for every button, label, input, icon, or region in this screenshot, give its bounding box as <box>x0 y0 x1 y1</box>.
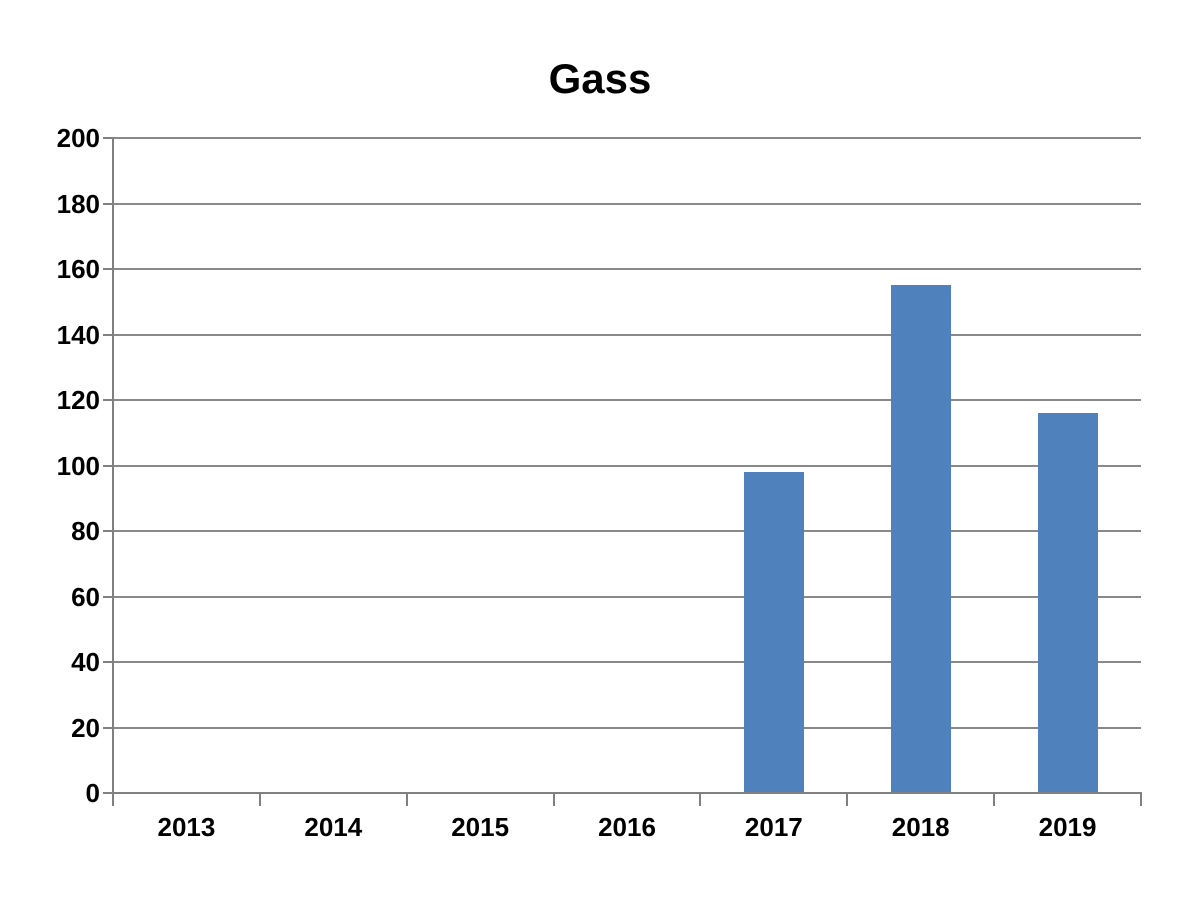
gridline <box>113 726 1141 729</box>
y-axis-tick <box>103 792 113 794</box>
x-axis-tick-label: 2016 <box>598 812 656 842</box>
x-axis-tick <box>258 794 261 806</box>
x-axis-tick <box>993 794 996 806</box>
y-axis-tick <box>103 202 113 205</box>
x-axis-tick-label: 2018 <box>891 812 950 842</box>
x-axis-tick <box>699 794 702 806</box>
plot-area <box>103 137 1142 806</box>
y-axis-tick-label: 40 <box>71 647 100 677</box>
x-axis-tick <box>112 794 114 806</box>
gridline <box>113 464 1141 467</box>
gridline <box>113 530 1141 532</box>
y-axis-tick-label: 20 <box>71 712 100 743</box>
y-axis-tick <box>103 530 113 532</box>
x-axis-tick <box>552 794 555 806</box>
gridline <box>113 202 1141 205</box>
y-axis-tick-label: 60 <box>71 581 100 612</box>
x-axis-tick-label: 2014 <box>304 812 363 842</box>
y-axis-tick-label: 80 <box>71 516 100 546</box>
gridline <box>113 661 1141 663</box>
y-axis-tick-label: 200 <box>56 123 100 153</box>
y-axis-tick-label: 120 <box>56 385 100 415</box>
y-axis-tick <box>103 137 113 139</box>
gridline <box>113 399 1141 401</box>
y-axis-tick <box>103 595 113 598</box>
y-axis-tick <box>103 661 113 663</box>
bar-2017 <box>743 472 804 793</box>
gridline <box>113 268 1141 270</box>
x-axis-tick-label: 2019 <box>1038 812 1097 842</box>
gridline <box>113 333 1141 336</box>
y-axis-tick <box>103 268 113 270</box>
y-axis-tick-label: 100 <box>56 450 100 481</box>
gridline <box>113 595 1141 598</box>
y-axis-tick-label: 180 <box>56 188 100 219</box>
chart-title: Gass <box>548 55 652 102</box>
bar-2019 <box>1037 413 1098 793</box>
y-axis-tick <box>103 726 113 729</box>
y-axis-line <box>112 138 114 793</box>
bar-2018 <box>890 285 951 793</box>
x-axis-tick <box>405 794 408 806</box>
y-axis-tick-label: 140 <box>56 319 100 350</box>
y-axis-tick <box>103 399 113 401</box>
y-axis-tick-label: 160 <box>56 254 100 284</box>
y-axis-tick-label: 0 <box>85 778 100 808</box>
x-axis-tick-label: 2013 <box>157 812 216 842</box>
x-axis-line <box>112 792 1142 794</box>
gridline <box>113 137 1141 139</box>
y-axis-tick <box>103 333 113 336</box>
x-axis-tick-label: 2017 <box>744 812 803 842</box>
x-axis-tick-label: 2015 <box>451 812 510 842</box>
x-axis-tick <box>1140 794 1142 806</box>
x-axis-tick <box>846 794 849 806</box>
y-axis-tick <box>103 464 113 467</box>
